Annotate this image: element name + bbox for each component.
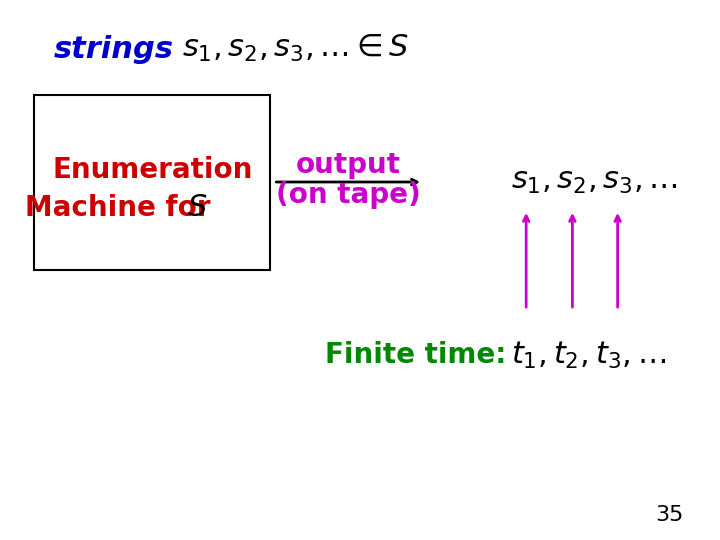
Text: Machine for: Machine for bbox=[25, 194, 211, 222]
Text: strings: strings bbox=[54, 36, 174, 64]
Text: Enumeration: Enumeration bbox=[53, 156, 253, 184]
Text: $s_1, s_2, s_3, \ldots \in S$: $s_1, s_2, s_3, \ldots \in S$ bbox=[182, 32, 409, 64]
Text: Finite time:: Finite time: bbox=[325, 341, 506, 369]
Text: $s_1, s_2, s_3, \ldots$: $s_1, s_2, s_3, \ldots$ bbox=[511, 167, 678, 197]
Text: output: output bbox=[296, 151, 400, 179]
FancyBboxPatch shape bbox=[35, 95, 271, 270]
Text: $t_1, t_2, t_3, \ldots$: $t_1, t_2, t_3, \ldots$ bbox=[511, 340, 667, 370]
Text: 35: 35 bbox=[655, 505, 683, 525]
Text: $S$: $S$ bbox=[186, 193, 207, 222]
Text: (on tape): (on tape) bbox=[276, 181, 420, 209]
